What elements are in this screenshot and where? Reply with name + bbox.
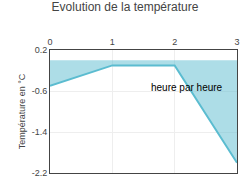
svg-text:heure par heure: heure par heure	[151, 82, 223, 93]
svg-text:-2.2: -2.2	[32, 168, 48, 178]
svg-text:1: 1	[110, 37, 115, 47]
svg-text:Température en °C: Température en °C	[17, 73, 27, 149]
svg-text:2: 2	[172, 37, 177, 47]
svg-text:Evolution de la température: Evolution de la température	[52, 0, 199, 14]
svg-text:3: 3	[234, 37, 239, 47]
svg-text:-1.4: -1.4	[32, 127, 48, 137]
svg-text:0.2: 0.2	[35, 45, 48, 55]
svg-text:-0.6: -0.6	[32, 86, 48, 96]
svg-text:0: 0	[47, 37, 52, 47]
